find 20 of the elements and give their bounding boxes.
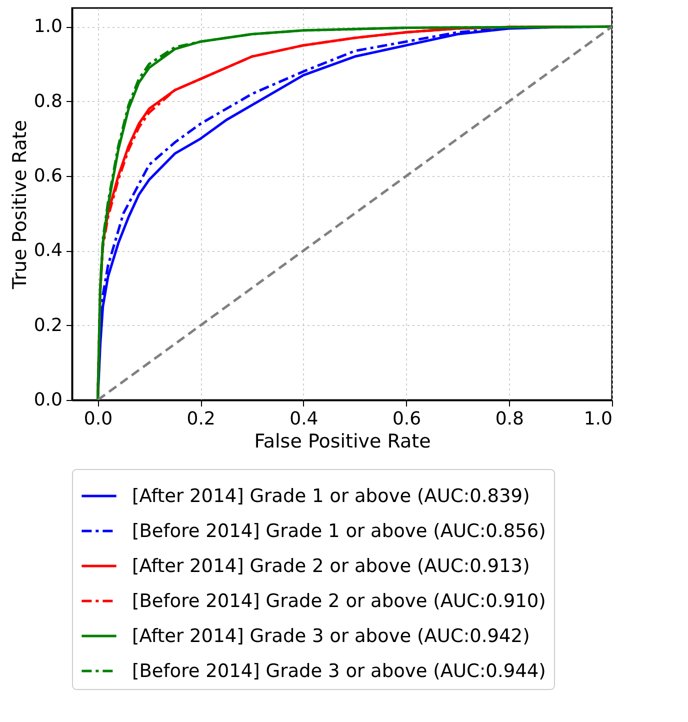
legend-label: [After 2014] Grade 3 or above (AUC:0.942) bbox=[132, 626, 530, 647]
legend-label: [After 2014] Grade 2 or above (AUC:0.913) bbox=[132, 556, 530, 577]
x-tick-label: 0.4 bbox=[290, 408, 318, 430]
legend-label: [Before 2014] Grade 1 or above (AUC:0.856) bbox=[132, 521, 546, 542]
y-tick-label: 0.0 bbox=[34, 390, 62, 410]
x-tick-label: 0.0 bbox=[84, 408, 113, 430]
x-axis-title: False Positive Rate bbox=[254, 430, 431, 452]
y-tick-label: 0.8 bbox=[34, 90, 62, 112]
legend-label: [After 2014] Grade 1 or above (AUC:0.839) bbox=[132, 486, 530, 507]
y-tick-label: 0.4 bbox=[34, 240, 62, 262]
x-tick-label: 0.2 bbox=[186, 408, 216, 430]
y-axis-title: True Positive Rate bbox=[8, 120, 31, 290]
x-tick-label: 0.6 bbox=[392, 408, 422, 430]
x-tick-label: 1.0 bbox=[584, 408, 612, 430]
y-tick-label: 1.0 bbox=[34, 16, 62, 38]
x-tick-label: 0.8 bbox=[495, 408, 524, 430]
legend-label: [Before 2014] Grade 3 or above (AUC:0.944) bbox=[132, 661, 546, 682]
y-tick-label: 0.6 bbox=[34, 166, 62, 186]
y-tick-label: 0.2 bbox=[34, 314, 62, 336]
legend-label: [Before 2014] Grade 2 or above (AUC:0.910) bbox=[132, 591, 546, 612]
